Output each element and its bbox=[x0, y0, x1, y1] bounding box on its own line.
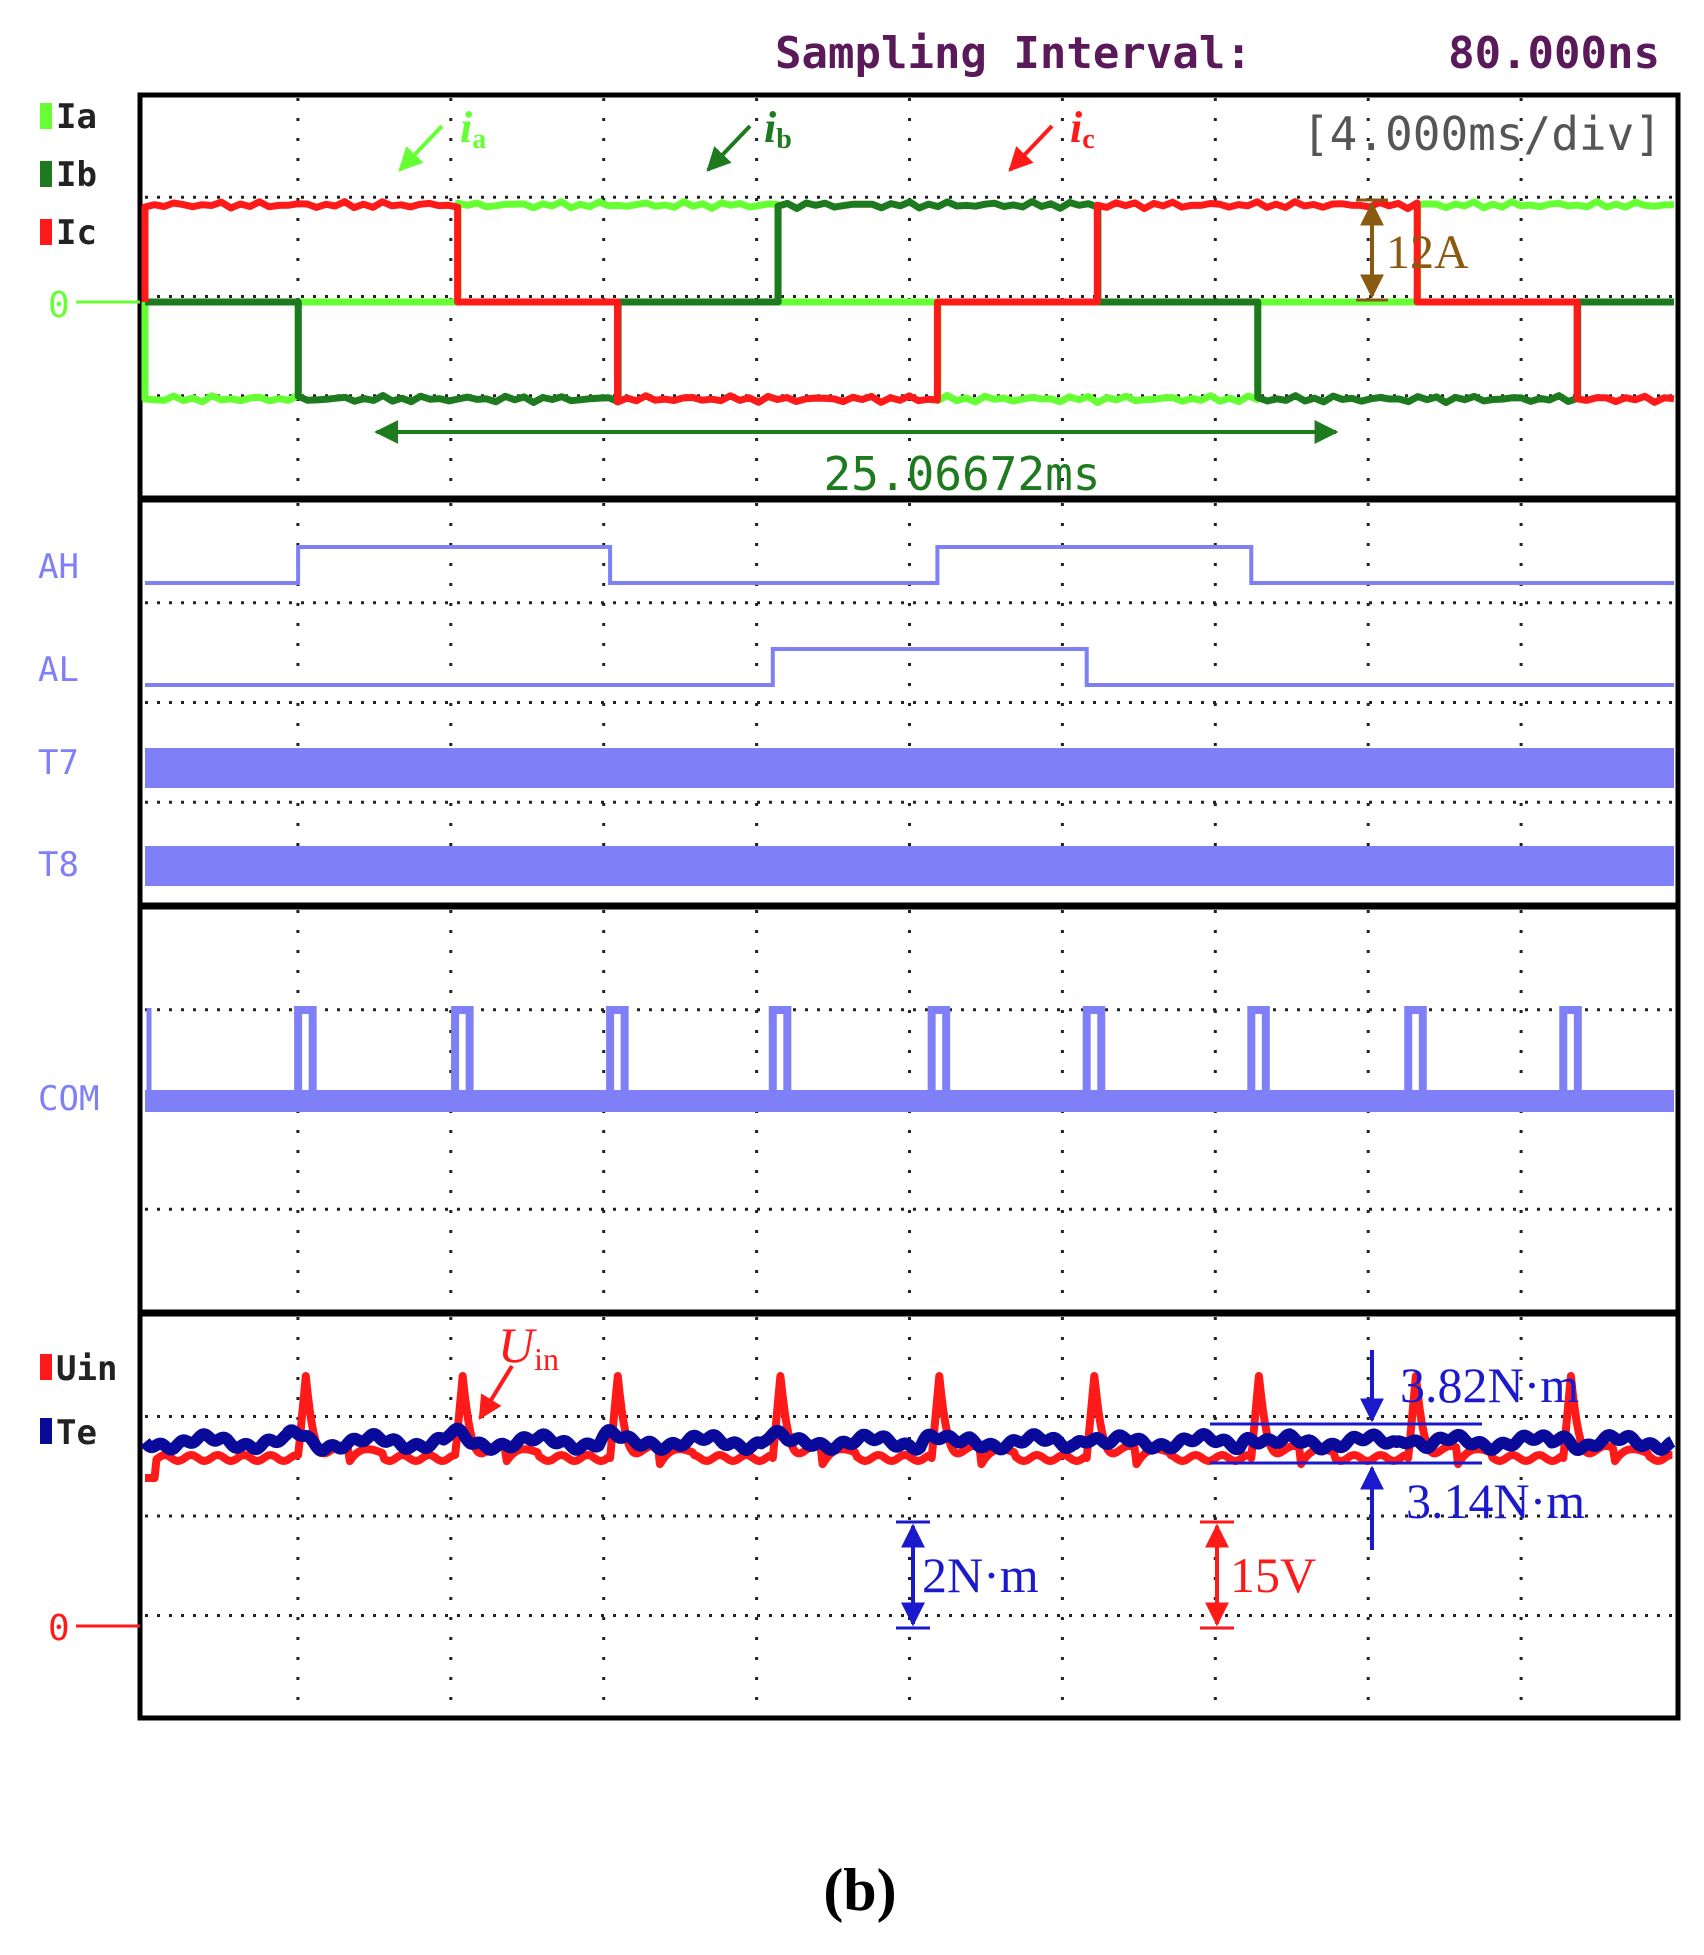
te-legend-label: Te bbox=[56, 1413, 97, 1453]
com-pulse bbox=[294, 1006, 317, 1100]
ah-channel-label: AH bbox=[38, 547, 79, 587]
ia-legend-label: Ia bbox=[56, 97, 97, 137]
com-pulse bbox=[1559, 1006, 1582, 1100]
t8-channel-label: T8 bbox=[38, 845, 79, 885]
com-pulse bbox=[1404, 1006, 1427, 1100]
vt-zero-label: 0 bbox=[48, 1608, 70, 1649]
current-trace-ic bbox=[141, 198, 1675, 406]
figure-caption: (b) bbox=[823, 1857, 896, 1923]
com-pulse bbox=[768, 1006, 792, 1100]
ia-callout-arrow bbox=[398, 124, 444, 172]
current-waveforms bbox=[141, 198, 1675, 407]
com-pulse bbox=[606, 1006, 629, 1100]
com-pulse bbox=[451, 1006, 474, 1100]
ib-callout: ib bbox=[764, 103, 792, 155]
com-waveform bbox=[145, 1006, 1674, 1112]
pwm-band-t8 bbox=[145, 846, 1674, 886]
pwm-band-t7 bbox=[145, 748, 1674, 788]
voltage-torque-waveforms bbox=[140, 1372, 1677, 1482]
ia-legend-swatch bbox=[40, 103, 52, 129]
currents-zero-label: 0 bbox=[48, 285, 70, 326]
logic-trace-ah bbox=[145, 545, 1674, 585]
logic-waveforms bbox=[145, 545, 1674, 886]
ib-legend-label: Ib bbox=[56, 155, 97, 195]
te-min-label: 3.14N·m bbox=[1406, 1473, 1585, 1529]
ic-callout: ic bbox=[1070, 103, 1095, 155]
com-base-band bbox=[145, 1090, 1674, 1112]
com-pulse bbox=[927, 1006, 951, 1100]
current-trace-ib bbox=[145, 198, 1674, 407]
amplitude-12a-label: 12A bbox=[1386, 226, 1469, 279]
ic-legend-label: Ic bbox=[56, 213, 97, 253]
com-pulse bbox=[1247, 1006, 1270, 1100]
torque-scale-label: 2N·m bbox=[922, 1547, 1039, 1603]
t7-channel-label: T7 bbox=[38, 743, 79, 783]
uin-trace bbox=[142, 1372, 1675, 1482]
ib-legend-swatch bbox=[40, 161, 52, 187]
uin-callout-arrow bbox=[478, 1364, 514, 1421]
ib-callout-arrow bbox=[706, 124, 752, 172]
period-label: 25.06672ms bbox=[824, 447, 1101, 501]
ic-callout-arrow bbox=[1008, 124, 1054, 172]
te-max-label: 3.82N·m bbox=[1400, 1357, 1579, 1413]
com-pulse bbox=[1082, 1006, 1106, 1100]
uin-legend-label: Uin bbox=[56, 1349, 117, 1389]
al-channel-label: AL bbox=[38, 650, 79, 690]
uin-legend-swatch bbox=[40, 1354, 52, 1380]
ia-callout: ia bbox=[460, 103, 486, 155]
timebase-label: [4.000ms/div] bbox=[1302, 107, 1662, 161]
voltage-scale-label: 15V bbox=[1230, 1547, 1316, 1603]
logic-trace-al bbox=[145, 647, 1674, 687]
te-legend-swatch bbox=[40, 1418, 52, 1444]
ic-legend-swatch bbox=[40, 219, 52, 245]
uin-callout: Uin bbox=[498, 1317, 559, 1377]
sampling-interval-value: 80.000ns bbox=[1448, 28, 1660, 79]
te-trace bbox=[140, 1422, 1677, 1457]
com-channel-label: COM bbox=[38, 1079, 99, 1119]
sampling-interval-label: Sampling Interval: bbox=[775, 28, 1252, 79]
panel-voltage-torque-frame bbox=[137, 1311, 1681, 1721]
